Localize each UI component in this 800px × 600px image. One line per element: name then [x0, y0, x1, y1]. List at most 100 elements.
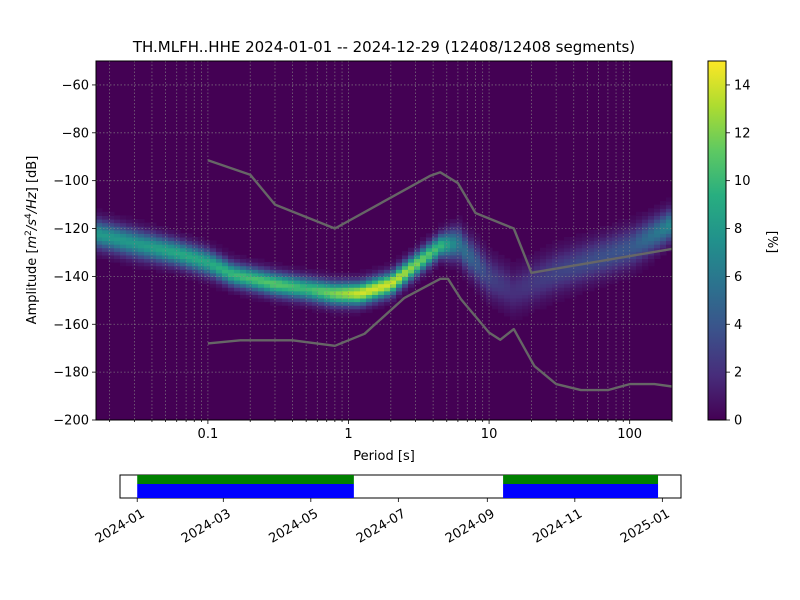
heatmap-cell — [306, 290, 313, 295]
heatmap-cell — [414, 244, 421, 249]
heatmap-cell — [270, 272, 277, 277]
heatmap-cell — [210, 269, 217, 274]
heatmap-cell — [276, 283, 283, 288]
heatmap-cell — [270, 269, 277, 274]
heatmap-cell — [516, 287, 523, 292]
heatmap-cell — [306, 283, 313, 288]
heatmap-cell — [378, 301, 385, 306]
heatmap-cell — [180, 265, 187, 270]
heatmap-cell — [324, 301, 331, 306]
heatmap-cell — [120, 254, 127, 260]
heatmap-cell — [648, 258, 655, 263]
heatmap-cell — [552, 244, 559, 249]
heatmap-cell — [438, 244, 445, 249]
heatmap-cell — [402, 262, 409, 267]
heatmap-cell — [228, 287, 235, 292]
heatmap-cell — [264, 287, 271, 292]
heatmap-cell — [156, 240, 163, 245]
heatmap-cell — [234, 287, 241, 292]
heatmap-cell — [144, 229, 151, 234]
heatmap-cell — [336, 301, 343, 306]
heatmap-cell — [174, 229, 181, 234]
heatmap-cell — [456, 233, 463, 238]
heatmap-cell — [654, 204, 661, 209]
heatmap-cell — [126, 226, 133, 231]
heatmap-cell — [360, 287, 367, 292]
heatmap-cell — [372, 301, 379, 306]
heatmap-cell — [666, 204, 672, 209]
heatmap-cell — [666, 218, 672, 224]
heatmap-cell — [612, 254, 619, 260]
heatmap-cell — [126, 233, 133, 238]
heatmap-cell — [288, 305, 295, 310]
heatmap-cell — [546, 247, 553, 252]
heatmap-cell — [150, 265, 157, 270]
heatmap-cell — [480, 297, 487, 303]
heatmap-cell — [144, 254, 151, 260]
heatmap-cell — [120, 247, 127, 252]
heatmap-cell — [456, 247, 463, 252]
heatmap-cell — [384, 301, 391, 306]
heatmap-cell — [414, 272, 421, 277]
heatmap-cell — [510, 301, 517, 306]
heatmap-cell — [330, 301, 337, 306]
heatmap-cell — [204, 244, 211, 249]
heatmap-cell — [126, 251, 133, 256]
heatmap-cell — [624, 240, 631, 245]
heatmap-cell — [576, 233, 583, 238]
heatmap-cell — [606, 247, 613, 252]
heatmap-cell — [342, 290, 349, 295]
heatmap-cell — [498, 272, 505, 277]
heatmap-cell — [498, 283, 505, 288]
heatmap-cell — [462, 272, 469, 277]
heatmap-cell — [198, 240, 205, 245]
heatmap-cell — [426, 258, 433, 263]
heatmap-cell — [132, 258, 139, 263]
heatmap-cell — [558, 269, 565, 274]
heatmap-cell — [666, 236, 672, 242]
noise-model-curves — [207, 159, 672, 392]
heatmap-cell — [234, 265, 241, 270]
heatmap-cell — [306, 297, 313, 303]
heatmap-cell — [594, 276, 601, 281]
heatmap-cell — [510, 308, 517, 313]
heatmap-cell — [618, 251, 625, 256]
heatmap-cell — [654, 229, 661, 234]
heatmap-cell — [594, 272, 601, 277]
heatmap-cell — [534, 283, 541, 288]
heatmap-cell — [588, 279, 595, 285]
heatmap-cell — [618, 258, 625, 263]
heatmap-cell — [492, 287, 499, 292]
heatmap-cell — [288, 297, 295, 303]
heatmap-cell — [216, 287, 223, 292]
heatmap-cell — [546, 254, 553, 260]
heatmap-cell — [210, 254, 217, 260]
heatmap-cell — [114, 251, 121, 256]
heatmap-cell — [120, 236, 127, 242]
heatmap-cell — [492, 297, 499, 303]
heatmap-cell — [300, 294, 307, 299]
heatmap-cell — [138, 229, 145, 234]
heatmap-cell — [576, 244, 583, 249]
heatmap-cell — [450, 222, 457, 227]
heatmap-cell — [456, 236, 463, 242]
heatmap-cell — [108, 229, 115, 234]
heatmap-cell — [408, 272, 415, 277]
heatmap-cell — [510, 279, 517, 285]
heatmap-cell — [618, 236, 625, 242]
heatmap-cell — [348, 279, 355, 285]
heatmap-cell — [96, 240, 103, 245]
heatmap-cell — [504, 258, 511, 263]
heatmap-cell — [510, 276, 517, 281]
heatmap-cell — [516, 258, 523, 263]
heatmap-cell — [648, 240, 655, 245]
heatmap-cell — [318, 305, 325, 310]
heatmap-cell — [420, 258, 427, 263]
heatmap-cell — [588, 247, 595, 252]
heatmap-cell — [96, 208, 103, 213]
heatmap-cell — [660, 229, 667, 234]
timeline-tick-label: 2024-01 — [93, 506, 148, 546]
heatmap-cell — [252, 283, 259, 288]
heatmap-cell — [120, 240, 127, 245]
heatmap-cell — [570, 265, 577, 270]
